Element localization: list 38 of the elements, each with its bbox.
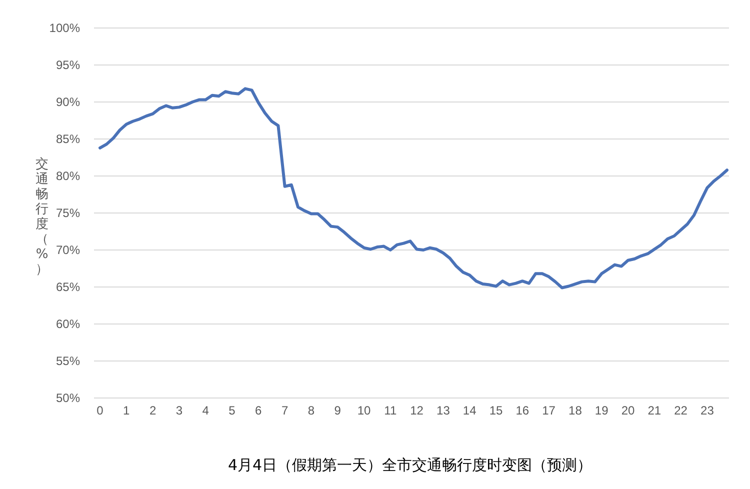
x-tick-label: 0: [96, 404, 104, 418]
x-tick-label: 18: [568, 404, 582, 418]
x-tick-label: 6: [255, 404, 262, 418]
x-tick-label: 1: [123, 404, 130, 418]
x-tick-label: 2: [149, 404, 156, 418]
x-tick-label: 16: [516, 404, 530, 418]
x-tick-label: 22: [674, 404, 688, 418]
y-tick-label: 65%: [56, 280, 80, 294]
x-tick-label: 17: [542, 404, 556, 418]
x-tick-label: 8: [308, 404, 315, 418]
y-axis-title: 交通畅行度（%）: [36, 156, 48, 277]
x-tick-label: 10: [357, 404, 371, 418]
x-tick-label: 13: [436, 404, 450, 418]
x-tick-label: 3: [176, 404, 183, 418]
x-tick-label: 11: [384, 404, 397, 418]
line-series: [98, 87, 728, 290]
y-tick-label: 75%: [56, 206, 80, 220]
y-tick-label: 90%: [56, 94, 80, 109]
x-tick-label: 15: [489, 404, 503, 418]
x-tick-label: 7: [281, 404, 288, 418]
text: 4月4日（假期第一天）全市交通畅行度时变图（预测）: [228, 456, 592, 474]
y-tick-label: 55%: [56, 354, 80, 368]
y-tick-label: 60%: [56, 316, 80, 331]
x-tick-label: 21: [648, 404, 662, 418]
x-tick-label: 9: [334, 404, 342, 418]
x-tick-label: 12: [410, 404, 424, 418]
y-tick-label: 80%: [56, 168, 80, 183]
x-tick-label: 20: [621, 404, 635, 418]
x-tick-label: 19: [594, 404, 609, 418]
y-tick-label: 50%: [56, 390, 80, 405]
y-tick-label: 100%: [49, 20, 80, 35]
y-tick-label: 85%: [56, 132, 80, 146]
y-tick-label: 95%: [56, 58, 80, 72]
x-tick-label: 4: [202, 404, 210, 418]
x-tick-label: 23: [700, 404, 714, 418]
x-tick-label: 5: [228, 404, 236, 418]
x-tick-label: 14: [462, 404, 477, 418]
y-tick-label: 70%: [56, 242, 80, 257]
